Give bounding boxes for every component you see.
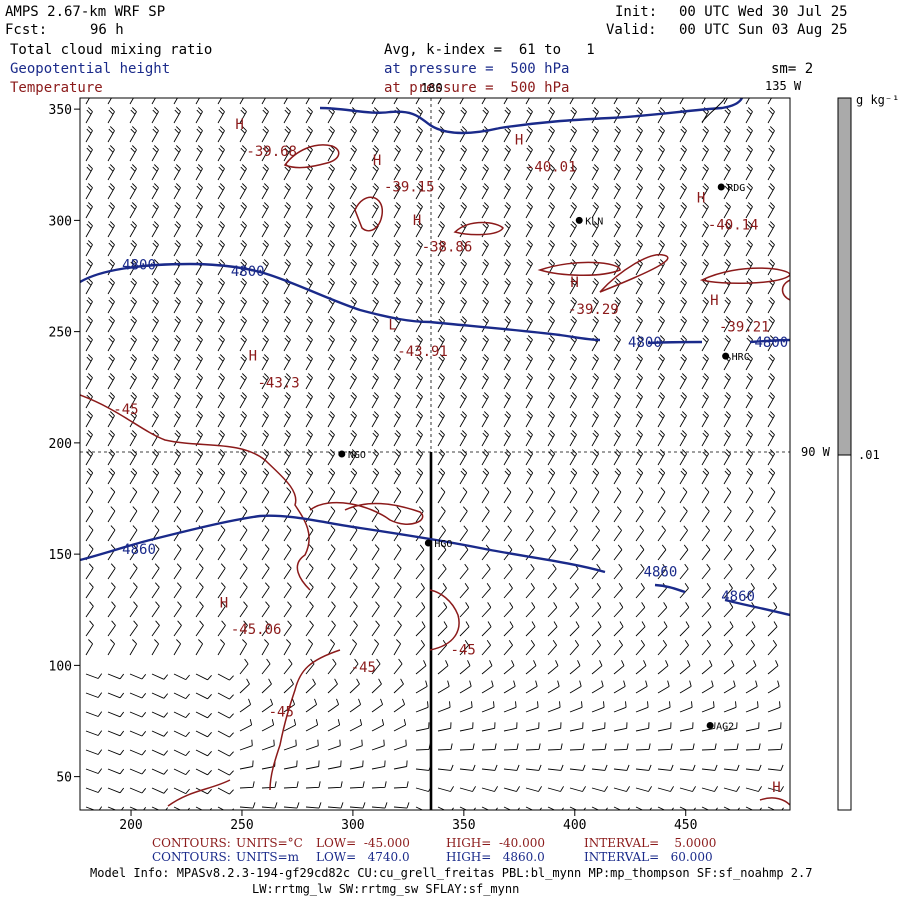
y-tick-label: 350	[49, 103, 72, 118]
temperature-label: -40.14	[708, 217, 759, 233]
x-tick-label: 300	[341, 818, 364, 833]
plot-frame	[79, 97, 791, 811]
stations: KLN RDG HRC NGO HGO AG2	[338, 183, 750, 732]
temperature-contours	[80, 144, 790, 807]
valid-value: 00 UTC Sun 03 Aug 25	[679, 22, 848, 38]
init-value: 00 UTC Wed 30 Jul 25	[679, 4, 848, 20]
temperature-label: -45	[269, 705, 294, 721]
temperature-label: H	[413, 213, 421, 229]
model-info: Model Info: MPASv8.2.3-194-gf29cd82c CU:…	[90, 866, 813, 880]
field1-info: Avg, k-index = 61 to 1	[384, 42, 595, 58]
height-label: 4800	[628, 335, 662, 351]
temperature-label: H	[249, 349, 257, 365]
temperature-label: H	[235, 117, 243, 133]
y-tick-label: 50	[56, 771, 72, 786]
smoothing-label: sm= 2	[771, 61, 814, 77]
x-tick-label: 450	[674, 818, 697, 833]
field2-info: at pressure = 500 hPa	[384, 61, 570, 77]
meridian-90w-label: 90 W	[801, 445, 831, 459]
height-label: 4800	[122, 257, 156, 273]
temperature-label: -39.68	[246, 144, 297, 160]
height-label: 4800	[755, 335, 789, 351]
temperature-label: H	[373, 153, 381, 169]
contours2-units: UNITS=m	[236, 850, 300, 864]
temperature-label: -39.15	[384, 179, 435, 195]
temperature-label: -39.21	[719, 320, 770, 336]
valid-label: Valid:	[606, 22, 657, 38]
temperature-label: -43.3	[258, 375, 300, 391]
x-axis: 200 250 300 350 400 450	[119, 810, 697, 833]
temperature-label: H	[697, 191, 705, 207]
init-label: Init:	[615, 4, 658, 20]
temperature-label: -40.01	[526, 159, 577, 175]
temperature-label: -45	[451, 642, 476, 658]
y-tick-label: 300	[49, 214, 72, 229]
contours2-label: CONTOURS:	[152, 850, 231, 864]
height-label: 4800	[231, 264, 265, 280]
height-label: 4860	[721, 589, 755, 605]
field2-title: Geopotential height	[10, 61, 171, 77]
meridian-135w-label: 135 W	[765, 79, 802, 93]
contours1-high: HIGH= -40.000	[446, 836, 545, 850]
temperature-label: H	[772, 780, 780, 796]
fcst-value: 96 h	[90, 22, 124, 38]
station-label: KLN	[585, 216, 603, 227]
x-tick-label: 250	[230, 818, 253, 833]
contours1-interval: INTERVAL= 5.0000	[584, 836, 717, 850]
temperature-label: H	[710, 293, 718, 309]
temperature-label: -43.91	[397, 344, 448, 360]
temperature-label: H	[220, 596, 228, 612]
y-tick-label: 100	[49, 659, 72, 674]
temperature-label: -39.29	[568, 302, 619, 318]
height-contours	[80, 98, 790, 617]
station-label: RDG	[727, 183, 745, 194]
colorbar-level: .01	[858, 448, 880, 462]
y-axis: 350 300 250 200 150 100 50	[49, 103, 80, 786]
contours1-units: UNITS=°C	[236, 836, 303, 850]
station-label: AG2	[716, 721, 734, 732]
temperature-label: L	[388, 317, 396, 333]
height-label: 4860	[644, 564, 678, 580]
field3-title: Temperature	[10, 80, 103, 96]
colorbar-fill	[837, 97, 852, 456]
temperature-label: H	[515, 133, 523, 149]
station-label: NGO	[348, 450, 366, 461]
station-label: HRC	[732, 352, 750, 363]
fcst-label: Fcst:	[5, 22, 48, 38]
height-label: 4860	[122, 542, 156, 558]
contours2-high: HIGH= 4860.0	[446, 850, 545, 864]
meridian-180-label: 180	[421, 81, 443, 95]
temperature-label: -45	[113, 402, 138, 418]
contours1-low: LOW= -45.000	[316, 836, 410, 850]
y-tick-label: 200	[49, 437, 72, 452]
contours2-interval: INTERVAL= 60.000	[584, 850, 713, 864]
model-title: AMPS 2.67-km WRF SP	[5, 4, 166, 20]
x-tick-label: 200	[119, 818, 142, 833]
x-tick-label: 350	[452, 818, 475, 833]
y-tick-label: 250	[49, 326, 72, 341]
temperature-label: -45	[351, 660, 376, 676]
colorbar-unit: g kg⁻¹	[856, 93, 899, 107]
field1-title: Total cloud mixing ratio	[10, 42, 213, 58]
station-marker	[424, 539, 432, 547]
wind-barbs	[85, 98, 784, 810]
contours2-low: LOW= 4740.0	[316, 850, 410, 864]
x-tick-label: 400	[563, 818, 586, 833]
model-info-2: LW:rrtmg_lw SW:rrtmg_sw SFLAY:sf_mynn	[252, 882, 520, 896]
contours1-label: CONTOURS:	[152, 836, 231, 850]
station-marker	[717, 183, 725, 191]
station-marker	[722, 352, 730, 360]
temperature-label: -38.86	[422, 240, 473, 256]
station-marker	[575, 216, 583, 224]
station-marker	[338, 450, 346, 458]
temperature-label: H	[570, 275, 578, 291]
temperature-label: -45.06	[231, 622, 282, 638]
station-label: HGO	[434, 539, 452, 550]
y-tick-label: 150	[49, 548, 72, 563]
field3-info: at pressure = 500 hPa	[384, 80, 570, 96]
station-marker	[706, 721, 714, 729]
